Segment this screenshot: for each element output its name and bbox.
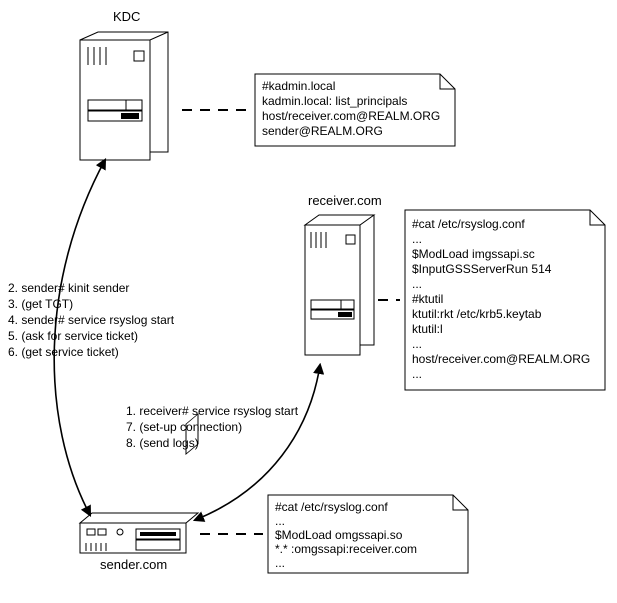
step-line: 5. (ask for service ticket) bbox=[8, 329, 138, 343]
receiver-note-line: ... bbox=[412, 337, 422, 351]
steps-left: 2. sender# kinit sender 3. (get TGT) 4. … bbox=[8, 281, 175, 359]
receiver-note-line: #ktutil bbox=[412, 292, 443, 306]
sender-note: #cat /etc/rsyslog.conf ... $ModLoad omgs… bbox=[268, 495, 468, 573]
receiver-note-line: ktutil:rkt /etc/krb5.keytab bbox=[412, 307, 542, 321]
receiver-note-line: ... bbox=[412, 232, 422, 246]
receiver-note-line: ... bbox=[412, 367, 422, 381]
receiver-note-line: ... bbox=[412, 277, 422, 291]
sender-note-line: *.* :omgssapi:receiver.com bbox=[275, 542, 417, 556]
step-line: 3. (get TGT) bbox=[8, 297, 73, 311]
step-line: 4. sender# service rsyslog start bbox=[8, 313, 175, 327]
receiver-node bbox=[305, 215, 374, 355]
sender-note-line: #cat /etc/rsyslog.conf bbox=[275, 500, 388, 514]
sender-note-line: ... bbox=[275, 514, 285, 528]
receiver-note: #cat /etc/rsyslog.conf ... $ModLoad imgs… bbox=[405, 210, 605, 390]
kdc-note-line: kadmin.local: list_principals bbox=[262, 94, 407, 108]
step-line: 8. (send logs) bbox=[126, 436, 199, 450]
sender-note-line: $ModLoad omgssapi.so bbox=[275, 528, 403, 542]
kdc-node bbox=[80, 32, 168, 160]
kdc-label: KDC bbox=[113, 9, 140, 24]
receiver-note-line: $InputGSSServerRun 514 bbox=[412, 262, 552, 276]
sender-node bbox=[80, 414, 198, 553]
kdc-note-line: host/receiver.com@REALM.ORG bbox=[262, 109, 440, 123]
kdc-note-line: sender@REALM.ORG bbox=[262, 124, 383, 138]
kdc-note-line: #kadmin.local bbox=[262, 79, 335, 93]
step-line: 2. sender# kinit sender bbox=[8, 281, 129, 295]
steps-mid: 1. receiver# service rsyslog start 7. (s… bbox=[126, 404, 299, 450]
sender-label: sender.com bbox=[100, 557, 167, 572]
sender-note-line: ... bbox=[275, 556, 285, 570]
receiver-note-line: #cat /etc/rsyslog.conf bbox=[412, 217, 525, 231]
step-line: 1. receiver# service rsyslog start bbox=[126, 404, 299, 418]
kdc-note: #kadmin.local kadmin.local: list_princip… bbox=[255, 74, 455, 146]
step-line: 6. (get service ticket) bbox=[8, 345, 119, 359]
receiver-label: receiver.com bbox=[308, 193, 382, 208]
receiver-note-line: ktutil:l bbox=[412, 322, 443, 336]
receiver-note-line: host/receiver.com@REALM.ORG bbox=[412, 352, 590, 366]
step-line: 7. (set-up connection) bbox=[126, 420, 242, 434]
diagram-canvas: KDC receiver.com sender.com bbox=[0, 0, 617, 603]
receiver-note-line: $ModLoad imgssapi.sc bbox=[412, 247, 535, 261]
